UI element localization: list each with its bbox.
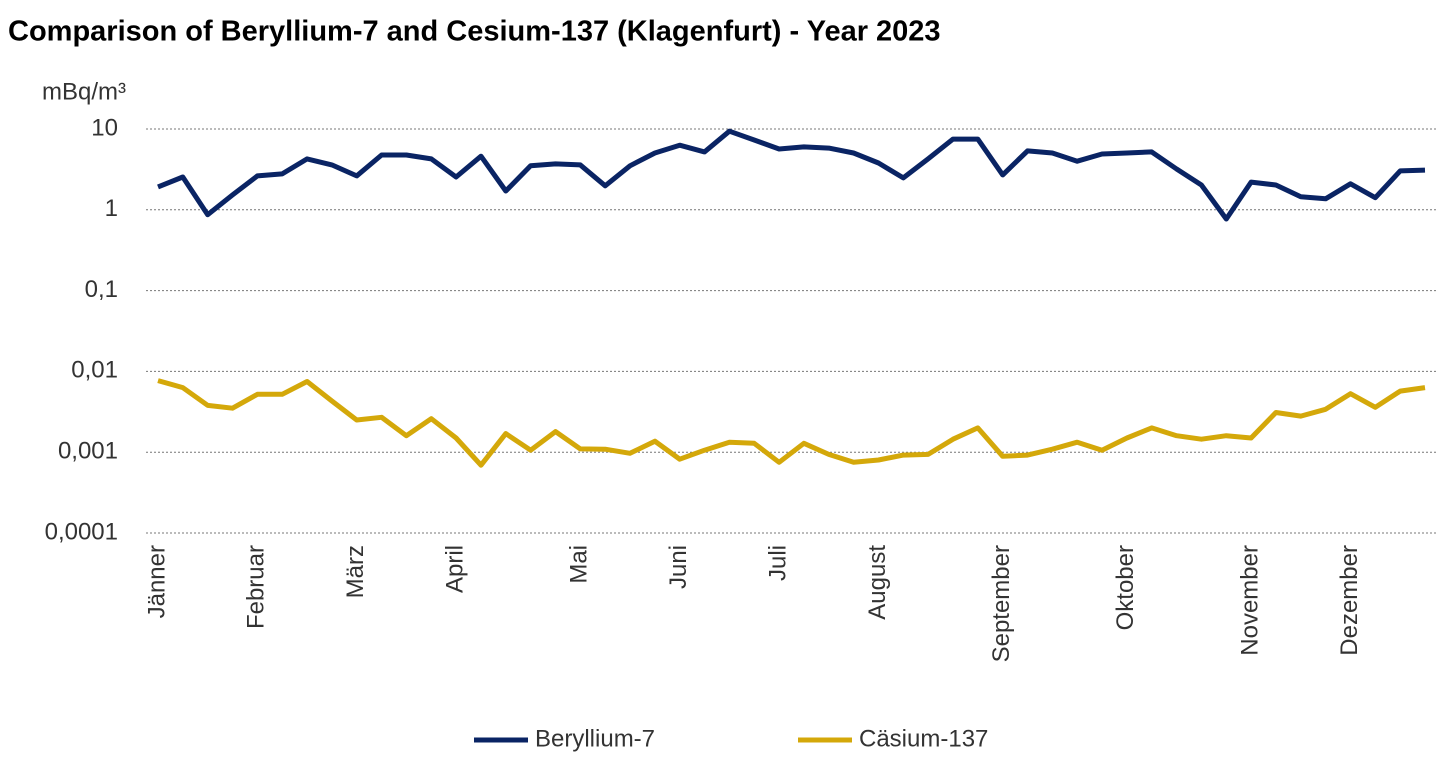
legend-label: Cäsium-137 [859, 725, 988, 752]
x-tick-label: Mai [566, 545, 593, 584]
x-tick-label: Dezember [1336, 545, 1363, 656]
y-tick-label: 0,01 [71, 357, 118, 384]
legend-label: Beryllium-7 [535, 725, 655, 752]
y-tick-label: 0,0001 [45, 518, 118, 545]
x-tick-label: November [1236, 545, 1263, 656]
y-tick-label: 0,001 [58, 438, 118, 465]
x-tick-label: Juni [665, 545, 692, 589]
data-line [157, 378, 1426, 468]
y-tick-label: 1 [105, 195, 118, 222]
y-tick-label: 0,1 [85, 276, 118, 303]
y-tick-label: 10 [91, 114, 118, 141]
x-tick-label: September [988, 545, 1015, 662]
chart-title: Comparison of Beryllium-7 and Cesium-137… [8, 16, 941, 48]
x-tick-label: Februar [243, 545, 270, 629]
x-tick-label: April [441, 545, 468, 593]
x-tick-label: Oktober [1112, 545, 1139, 630]
data-line [157, 128, 1426, 222]
x-tick-label: Jänner [143, 545, 170, 618]
x-tick-label: Juli [764, 545, 791, 581]
x-tick-label: März [342, 545, 369, 598]
x-tick-label: August [864, 545, 891, 620]
y-axis-label: mBq/m³ [42, 78, 126, 105]
